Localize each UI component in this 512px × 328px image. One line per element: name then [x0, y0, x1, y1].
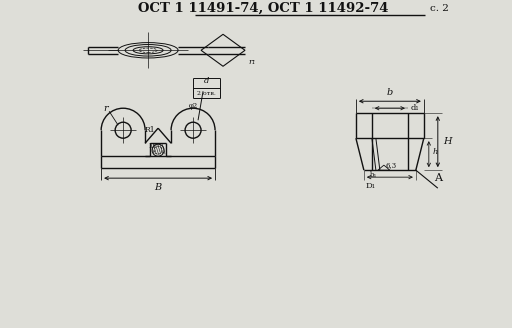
- Text: D: D: [149, 142, 155, 150]
- Text: r: r: [103, 104, 108, 113]
- Text: R1: R1: [144, 126, 155, 134]
- Text: D₁: D₁: [366, 182, 376, 190]
- Text: h: h: [433, 148, 438, 156]
- Text: с. 2: с. 2: [430, 4, 449, 13]
- Text: A: A: [434, 173, 442, 183]
- Text: OCT 1 11491-74, OCT 1 11492-74: OCT 1 11491-74, OCT 1 11492-74: [138, 2, 388, 15]
- Text: r₁: r₁: [248, 58, 255, 66]
- Text: d: d: [203, 77, 209, 85]
- Text: 2 отв.: 2 отв.: [197, 91, 216, 96]
- Text: d₁: d₁: [411, 104, 419, 112]
- Text: b₁: b₁: [370, 171, 377, 179]
- Text: φ2: φ2: [189, 102, 198, 110]
- Text: 6,3: 6,3: [386, 161, 397, 169]
- Text: b: b: [387, 88, 393, 97]
- Text: B: B: [155, 183, 162, 192]
- Text: H: H: [443, 137, 451, 146]
